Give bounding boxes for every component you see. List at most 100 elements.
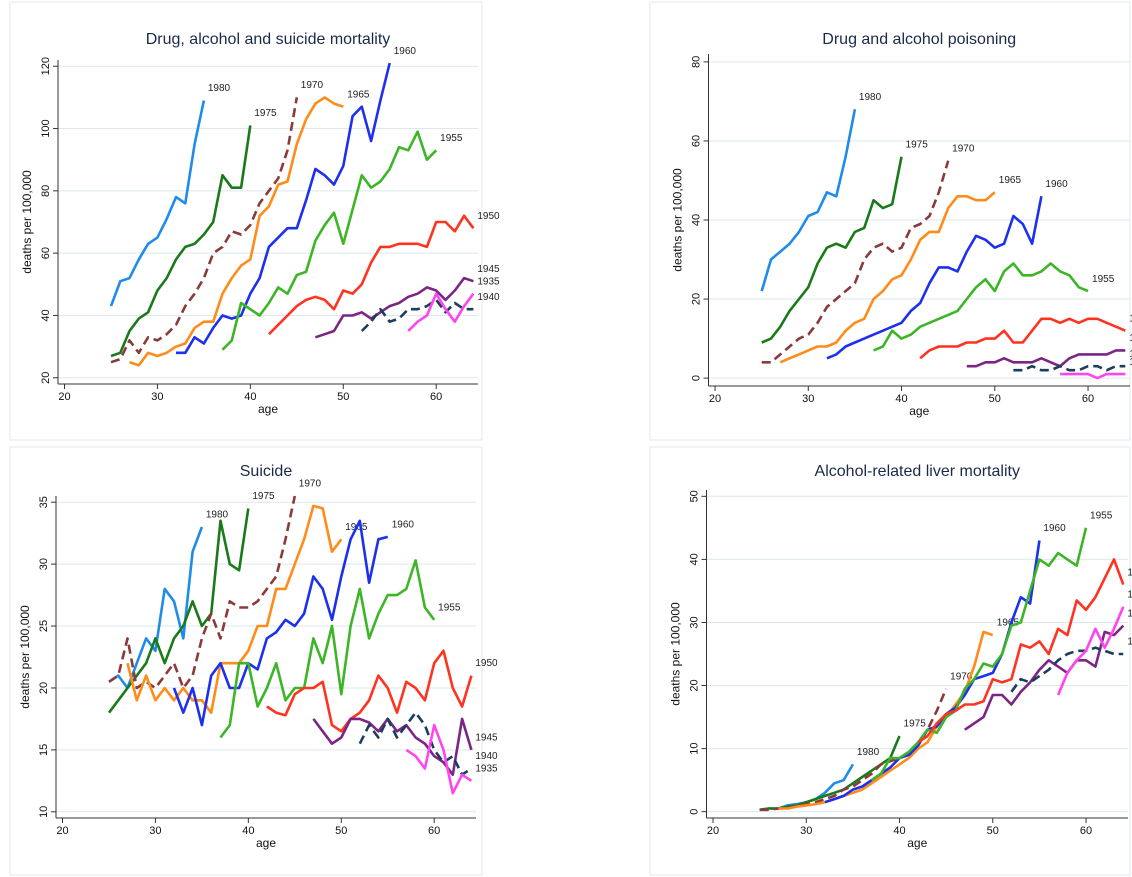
series-line	[761, 160, 950, 364]
series-label: 1960	[1045, 179, 1068, 190]
panel-frame	[9, 446, 483, 876]
y-tick-label: 100	[40, 119, 52, 137]
series-line	[760, 109, 857, 292]
y-axis-title: deaths per 100,000	[18, 605, 32, 709]
series-line	[1056, 606, 1125, 696]
x-tick-label: 20	[707, 825, 719, 837]
series-label: 1935	[477, 276, 500, 287]
series-label: 1950	[475, 658, 498, 669]
series-label: 1970	[299, 479, 322, 490]
series-label: 1980	[859, 92, 882, 103]
x-tick-label: 30	[149, 825, 161, 837]
series-label: 1940	[477, 292, 500, 303]
y-tick-label: 25	[38, 620, 50, 632]
panel: Drug and alcohol poisoning 0 20 40 60 80 20 30 4…	[649, 1, 1132, 441]
panel: Alcohol-related liver mortality 0 10 20 30 40…	[649, 446, 1132, 876]
series-line	[360, 298, 474, 332]
series-line	[407, 292, 475, 332]
x-tick-label: 20	[709, 393, 721, 405]
y-tick-label: 40	[40, 309, 52, 321]
series-line	[779, 191, 996, 364]
y-tick-label: 120	[40, 57, 52, 75]
series-line	[129, 96, 344, 367]
series-line	[870, 527, 1088, 782]
x-tick-label: 50	[987, 825, 999, 837]
x-axis-title: age	[907, 836, 927, 850]
series-line	[108, 526, 204, 690]
chart-title: Drug, alcohol and suicide mortality	[146, 31, 391, 48]
series-label: 1970	[950, 671, 973, 682]
series-label: 1930	[1129, 357, 1132, 368]
series-label: 1940	[1129, 349, 1132, 360]
y-tick-label: 20	[40, 372, 52, 384]
y-tick-label: 35	[38, 496, 50, 508]
y-tick-label: 30	[38, 558, 50, 570]
x-tick-label: 50	[337, 391, 349, 403]
series-line	[221, 130, 438, 351]
series-line	[778, 630, 994, 810]
series-label: 1980	[208, 83, 231, 94]
x-tick-label: 60	[1080, 825, 1092, 837]
series-label: 1950	[1127, 567, 1132, 578]
y-axis-title: deaths per 100,000	[671, 168, 685, 272]
series-line	[110, 125, 252, 358]
y-axis-title: deaths per 100,000	[669, 602, 683, 706]
series-line	[110, 97, 299, 364]
x-tick-label: 50	[335, 825, 347, 837]
x-tick-label: 40	[895, 393, 907, 405]
x-axis-title: age	[256, 836, 276, 850]
series-label: 1960	[392, 520, 415, 531]
panel: Suicide 10 15 20 25 30 35 20 30 40 50 60 age deaths p…	[9, 446, 498, 876]
series-label: 1970	[301, 80, 324, 91]
series-line	[358, 711, 473, 776]
y-tick-label: 80	[690, 56, 702, 68]
panel-frame	[9, 1, 483, 441]
x-tick-label: 30	[151, 391, 163, 403]
y-tick-label: 40	[690, 214, 702, 226]
series-label: 1940	[1127, 637, 1132, 648]
series-label: 1960	[394, 46, 417, 57]
x-tick-label: 40	[893, 825, 905, 837]
series-line	[1060, 372, 1126, 380]
series-label: 1955	[1092, 274, 1115, 285]
y-tick-label: 50	[688, 490, 700, 502]
y-tick-label: 0	[690, 375, 702, 381]
y-tick-label: 20	[38, 682, 50, 694]
chart-title: Drug and alcohol poisoning	[822, 31, 1016, 48]
series-label: 1980	[857, 747, 880, 758]
x-tick-label: 20	[56, 825, 68, 837]
x-tick-label: 20	[58, 391, 70, 403]
y-tick-label: 80	[40, 185, 52, 197]
series-line	[267, 214, 475, 336]
x-tick-label: 60	[430, 391, 442, 403]
series-label: 1975	[904, 719, 927, 730]
series-line	[172, 519, 389, 727]
series-label: 1980	[206, 510, 229, 521]
series-line	[761, 156, 903, 344]
series-label: 1935	[475, 763, 498, 774]
series-label: 1945	[1129, 333, 1132, 344]
chart-title: Suicide	[240, 463, 293, 480]
series-line	[917, 558, 1125, 744]
series-line	[964, 624, 1125, 731]
series-label: 1945	[477, 264, 500, 275]
series-label: 1965	[347, 89, 370, 100]
panel: Drug, alcohol and suicide mortality 20 40 6…	[9, 1, 500, 441]
x-axis-title: age	[909, 404, 929, 418]
series-label: 1940	[475, 751, 498, 762]
series-label: 1950	[1129, 313, 1132, 324]
y-tick-label: 10	[688, 742, 700, 754]
series-line	[312, 717, 473, 776]
y-tick-label: 20	[688, 679, 700, 691]
series-line	[1013, 364, 1126, 372]
x-tick-label: 30	[802, 393, 814, 405]
series-line	[1010, 646, 1124, 693]
y-tick-label: 30	[688, 616, 700, 628]
series-line	[826, 196, 1043, 360]
series-label: 1975	[254, 108, 277, 119]
series-line	[219, 559, 436, 739]
series-label: 1965	[999, 175, 1022, 186]
series-label: 1975	[252, 491, 275, 502]
